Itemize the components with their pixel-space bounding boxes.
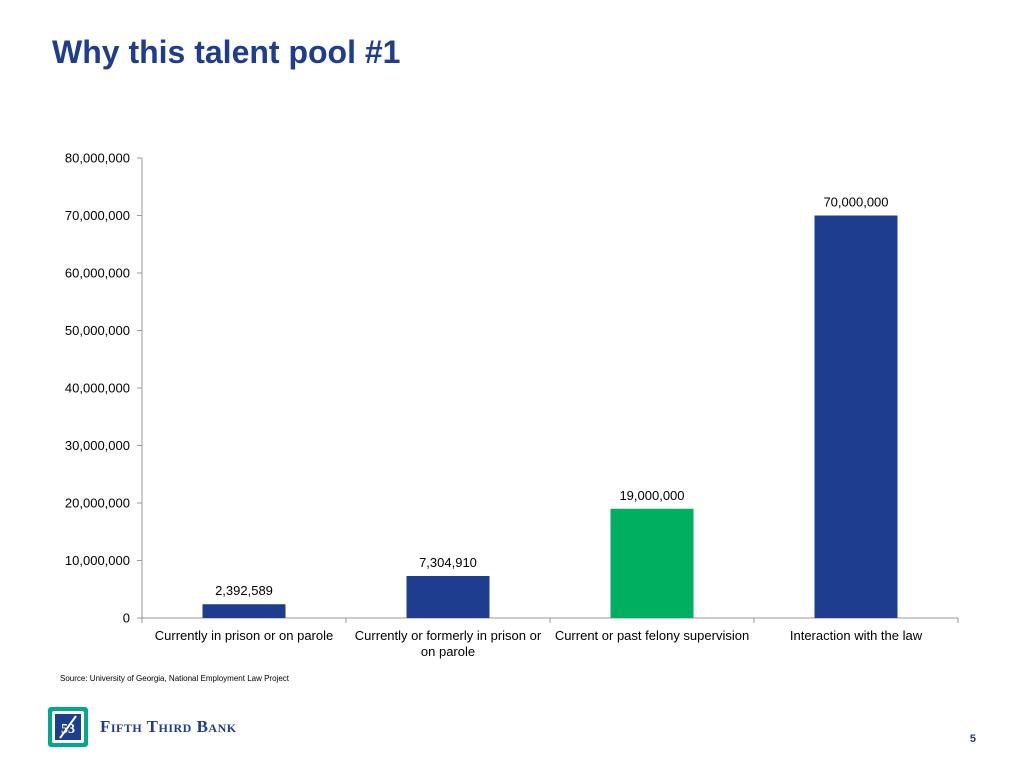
data-label: 7,304,910 (419, 555, 477, 570)
data-label: 2,392,589 (215, 583, 273, 598)
y-tick-label: 0 (123, 611, 130, 626)
x-tick-label: Current or past felony supervision (554, 628, 750, 643)
y-tick-label: 60,000,000 (65, 266, 130, 281)
y-tick-label: 10,000,000 (65, 553, 130, 568)
bar-chart: 0 10,000,000 20,000,000 30,000,000 40,000,00… (65, 151, 959, 626)
x-tick-label: Currently in prison or on parole (154, 628, 334, 643)
y-tick-label: 80,000,000 (65, 151, 130, 166)
logo-mark-text: 53 (61, 722, 75, 737)
bar (610, 508, 694, 618)
y-tick-label: 70,000,000 (65, 208, 130, 223)
bar (406, 575, 490, 618)
x-tick-label: Currently or formerly in prison or on pa… (354, 628, 542, 659)
x-tick-label: Interaction with the law (789, 628, 923, 643)
fifth-third-logo: 53 Fifth Third Bank (48, 707, 237, 747)
data-label: 70,000,000 (823, 195, 888, 210)
data-label: 19,000,000 (619, 488, 684, 503)
bar (202, 604, 286, 618)
y-tick-label: 30,000,000 (65, 438, 130, 453)
fifth-third-logo-icon: 53 (48, 707, 88, 747)
page-number: 5 (969, 733, 976, 745)
page-title: Why this talent pool #1 (52, 34, 401, 70)
logo-text: Fifth Third Bank (100, 717, 237, 736)
y-tick-label: 40,000,000 (65, 381, 130, 396)
source-note: Source: University of Georgia, National … (60, 674, 289, 683)
y-tick-label: 20,000,000 (65, 496, 130, 511)
bar (814, 215, 898, 618)
y-tick-label: 50,000,000 (65, 323, 130, 338)
